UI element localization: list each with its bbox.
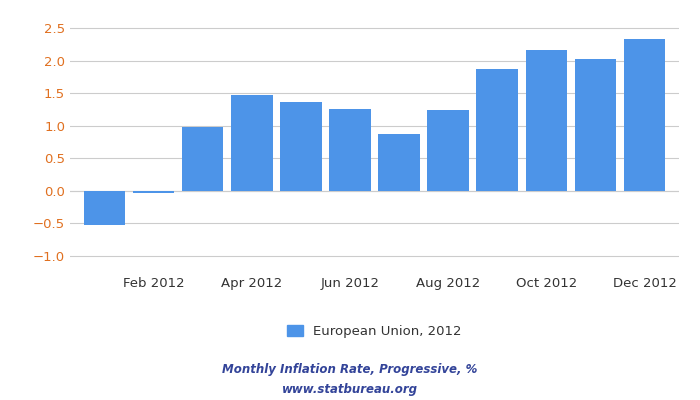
- Bar: [280, 102, 322, 191]
- Bar: [83, 191, 125, 225]
- Bar: [378, 134, 420, 191]
- Bar: [624, 39, 666, 191]
- Text: Monthly Inflation Rate, Progressive, %: Monthly Inflation Rate, Progressive, %: [223, 364, 477, 376]
- Bar: [427, 110, 469, 191]
- Bar: [575, 59, 617, 191]
- Bar: [182, 127, 223, 191]
- Bar: [132, 191, 174, 193]
- Text: www.statbureau.org: www.statbureau.org: [282, 384, 418, 396]
- Legend: European Union, 2012: European Union, 2012: [287, 325, 462, 338]
- Bar: [231, 95, 272, 191]
- Bar: [526, 50, 567, 191]
- Bar: [329, 109, 371, 191]
- Bar: [477, 69, 518, 191]
